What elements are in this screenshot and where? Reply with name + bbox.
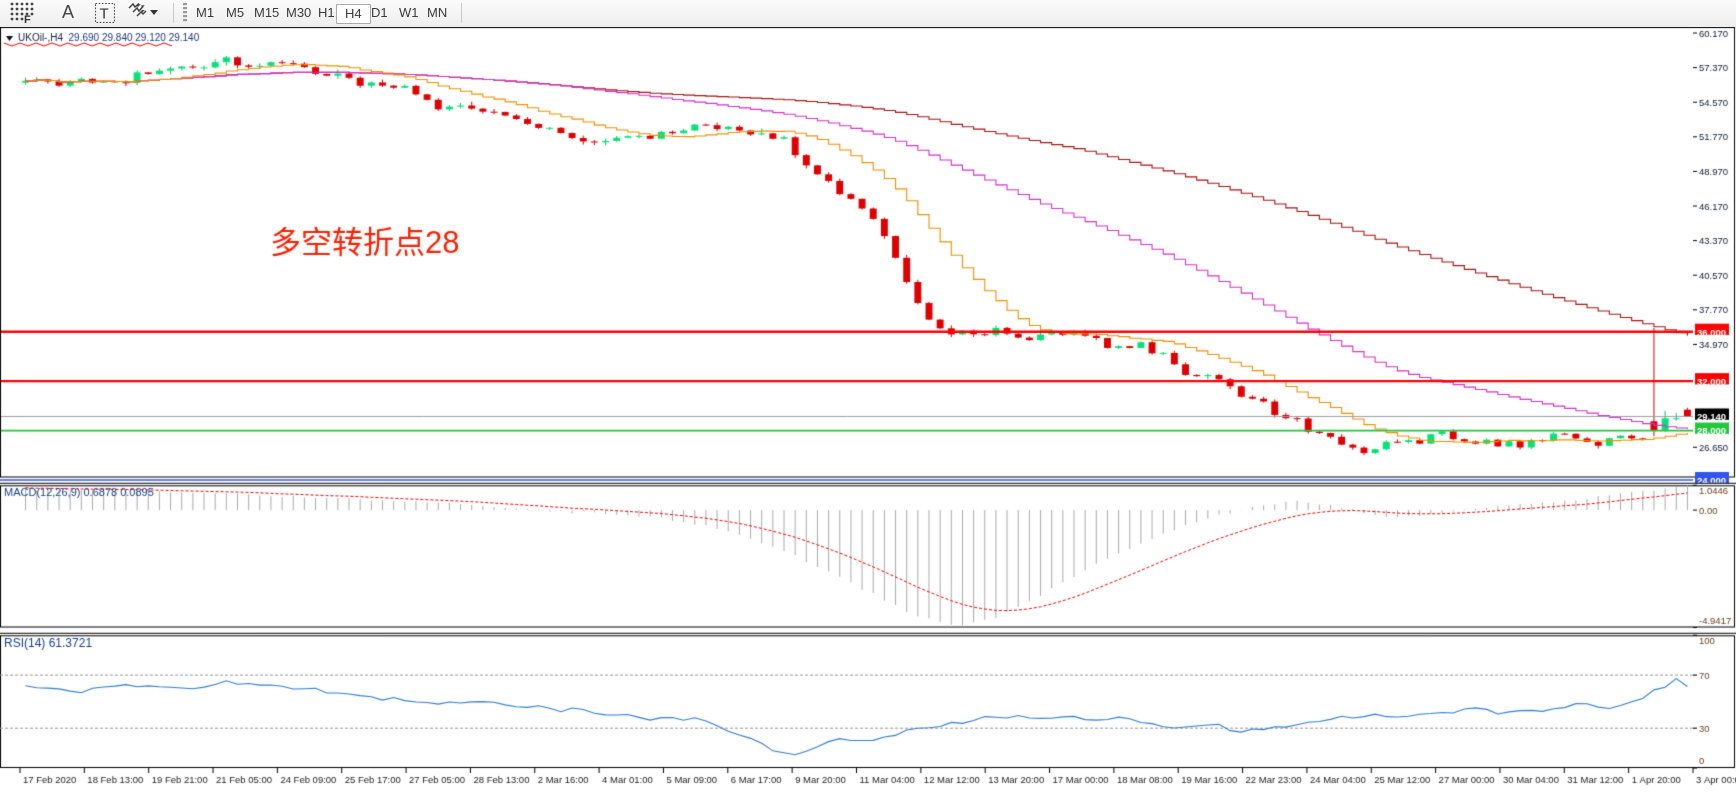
svg-text:F: F [24, 14, 31, 24]
svg-text:T: T [100, 6, 109, 23]
